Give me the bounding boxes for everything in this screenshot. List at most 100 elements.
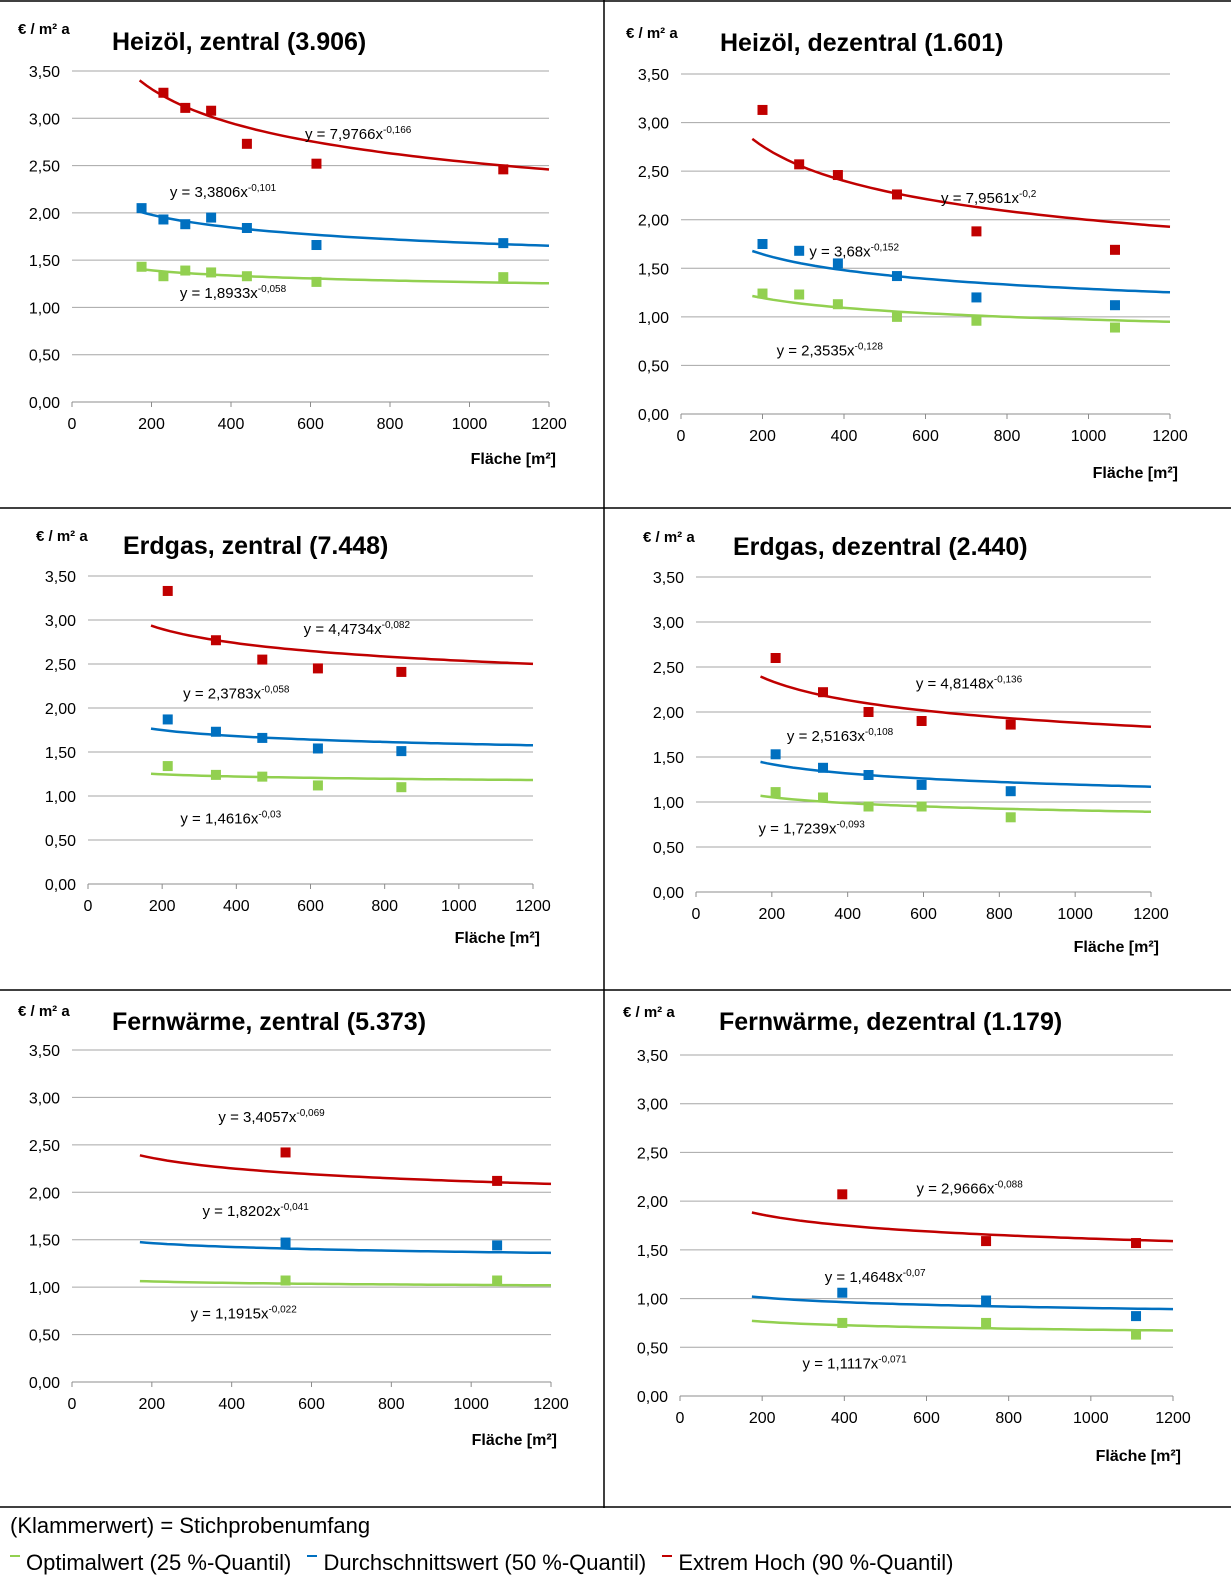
chart3-x-tick-label: 400 <box>223 898 250 915</box>
chart1-x-axis-label: Fläche [m²] <box>471 451 556 468</box>
chart1-extreme-high-point <box>180 102 191 113</box>
chart3-extreme-high-point <box>210 635 221 646</box>
chart5-average-point <box>492 1240 503 1251</box>
chart1-x-tick-label: 400 <box>218 416 245 433</box>
chart5-optimal-point <box>492 1275 503 1286</box>
chart2-average-point <box>757 239 768 249</box>
chart1-extreme-high-equation: y = 7,9766x-0,166 <box>305 125 412 143</box>
chart1-average-point <box>206 212 217 223</box>
chart4-average-point <box>863 770 874 780</box>
chart5-x-tick-label: 1200 <box>533 1396 569 1413</box>
chart2-y-axis-label: € / m² a <box>626 25 678 42</box>
chart2-optimal-equation: y = 2,3535x-0,128 <box>777 342 884 360</box>
chart2-y-tick-label: 1,00 <box>638 310 669 327</box>
chart2-optimal-point <box>971 315 982 326</box>
sample-size-note: (Klammerwert) = Stichprobenumfang <box>10 1513 371 1538</box>
chart2-optimal-point <box>832 299 843 310</box>
chart3-y-tick-label: 2,50 <box>45 657 76 674</box>
chart2-extreme-high-point <box>891 189 902 200</box>
chart5-extreme-high-trendline <box>139 1154 552 1186</box>
chart2-y-tick-label: 2,00 <box>638 213 669 230</box>
chart3-x-axis-label: Fläche [m²] <box>455 930 540 947</box>
chart1-optimal-point <box>498 272 509 283</box>
chart5-x-tick-label: 1000 <box>453 1396 489 1413</box>
chart1-extreme-high-trendline <box>138 79 550 171</box>
chart4-average-point <box>770 749 781 760</box>
chart1-average-equation: y = 3,3806x-0,101 <box>170 183 277 201</box>
chart1-y-tick-label: 3,50 <box>29 64 60 81</box>
chart6-y-tick-label: 2,50 <box>637 1145 668 1162</box>
chart3-y-tick-label: 3,50 <box>45 569 76 586</box>
legend-item-average: Durchschnittswert (50 %-Quantil) <box>307 1550 646 1575</box>
chart1-optimal-trendline <box>139 267 550 285</box>
chart6-x-tick-label: 400 <box>831 1410 858 1427</box>
chart3-extreme-high-point <box>162 585 173 596</box>
chart6-y-tick-label: 1,50 <box>637 1243 668 1260</box>
chart1-extreme-high-point <box>498 164 509 175</box>
chart3-y-tick-label: 2,00 <box>45 701 76 718</box>
chart2-extreme-high-point <box>1109 244 1120 255</box>
chart2-x-tick-label: 800 <box>994 428 1021 445</box>
chart3-y-tick-label: 1,50 <box>45 745 76 762</box>
chart1-optimal-point <box>311 276 322 287</box>
chart3-average-point <box>396 746 407 757</box>
chart4-average-point <box>818 762 829 773</box>
chart3-average-equation: y = 2,3783x-0,058 <box>183 684 290 702</box>
chart4-extreme-high-point <box>1005 719 1016 730</box>
chart3-extreme-high-point <box>312 663 323 674</box>
chart1-extreme-high-point <box>206 105 217 116</box>
chart1-extreme-high-point <box>311 158 322 169</box>
chart6-x-tick-label: 1000 <box>1073 1410 1109 1427</box>
chart4-average-point <box>1005 786 1016 797</box>
chart4-y-tick-label: 2,50 <box>653 660 684 677</box>
chart3-optimal-point <box>396 782 407 793</box>
legend-swatch-extreme-high <box>662 1555 673 1558</box>
chart1-x-tick-label: 1200 <box>531 416 567 433</box>
chart2-average-point <box>1109 300 1120 311</box>
chart6-extreme-high-point <box>981 1236 992 1247</box>
chart2-extreme-high-equation: y = 7,9561x-0,2 <box>941 189 1037 207</box>
chart4-y-tick-label: 1,00 <box>653 795 684 812</box>
chart2-x-tick-label: 400 <box>831 428 858 445</box>
chart2-optimal-point <box>891 311 902 322</box>
legend-item-optimal: Optimalwert (25 %-Quantil) <box>10 1550 291 1575</box>
chart4-extreme-high-point <box>916 716 927 726</box>
chart5-title: Fernwärme, zentral (5.373) <box>112 1008 426 1036</box>
chart3-optimal-point <box>162 761 173 772</box>
chart4-y-tick-label: 3,00 <box>653 615 684 632</box>
legend-swatch-average <box>307 1555 318 1558</box>
chart1-y-tick-label: 0,00 <box>29 395 60 412</box>
chart2-average-point <box>832 258 843 269</box>
chart6-optimal-point <box>837 1317 848 1328</box>
chart1-optimal-equation: y = 1,8933x-0,058 <box>180 284 287 302</box>
chart4-x-tick-label: 600 <box>910 906 937 923</box>
chart3-optimal-point <box>210 769 221 780</box>
chart3-x-tick-label: 0 <box>84 898 93 915</box>
chart4-x-tick-label: 200 <box>758 906 785 923</box>
chart1-y-tick-label: 0,50 <box>29 348 60 365</box>
chart4-y-tick-label: 1,50 <box>653 750 684 767</box>
chart2-y-tick-label: 2,50 <box>638 164 669 181</box>
chart2-extreme-high-point <box>757 104 768 115</box>
chart2-x-tick-label: 1000 <box>1071 428 1107 445</box>
chart6-average-point <box>981 1295 992 1306</box>
chart3-extreme-high-equation: y = 4,4734x-0,082 <box>304 620 411 638</box>
chart2-average-point <box>891 271 902 282</box>
chart5-y-tick-label: 1,50 <box>29 1233 60 1250</box>
chart6-average-trendline <box>751 1295 1174 1311</box>
chart2-y-tick-label: 3,50 <box>638 67 669 84</box>
chart1-y-tick-label: 3,00 <box>29 111 60 128</box>
chart5-x-tick-label: 400 <box>218 1396 245 1413</box>
chart1-average-point <box>180 219 191 230</box>
chart4-y-tick-label: 2,00 <box>653 705 684 722</box>
chart2-average-point <box>971 292 982 303</box>
chart5-average-point <box>280 1237 291 1248</box>
chart5-x-tick-label: 800 <box>378 1396 405 1413</box>
chart1-optimal-point <box>206 267 217 278</box>
chart5-average-trendline <box>139 1240 552 1255</box>
legend-label-optimal: Optimalwert (25 %-Quantil) <box>26 1550 292 1575</box>
chart1-average-trendline <box>139 210 550 248</box>
chart2-optimal-trendline <box>752 294 1171 323</box>
chart4-x-tick-label: 800 <box>986 906 1013 923</box>
chart6-title: Fernwärme, dezentral (1.179) <box>719 1008 1062 1036</box>
